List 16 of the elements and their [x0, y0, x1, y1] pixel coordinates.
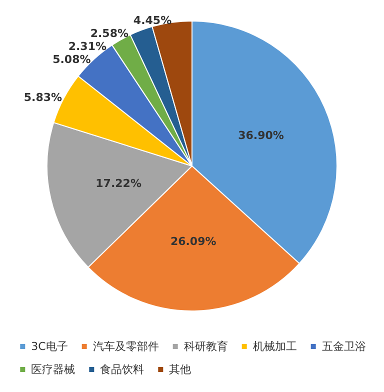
- legend-label: 汽车及零部件: [92, 340, 159, 353]
- legend-label: 机械加工: [252, 340, 297, 353]
- data-label: 4.45%: [133, 14, 172, 27]
- data-label: 36.90%: [238, 128, 284, 142]
- data-label: 2.58%: [90, 26, 129, 40]
- data-label: 5.08%: [52, 52, 91, 66]
- data-label: 17.22%: [96, 177, 142, 190]
- legend-label: 其他: [169, 363, 192, 376]
- legend-label: 五金卫浴: [322, 340, 366, 353]
- data-label: 26.09%: [170, 234, 216, 248]
- legend-label: 食品饮料: [100, 363, 144, 376]
- legend-label: 3C电子: [31, 340, 68, 353]
- data-label: 5.83%: [24, 90, 62, 104]
- legend-label: 科研教育: [184, 340, 228, 353]
- legend-label: 医疗器械: [31, 363, 76, 376]
- data-label: 2.31%: [68, 40, 106, 53]
